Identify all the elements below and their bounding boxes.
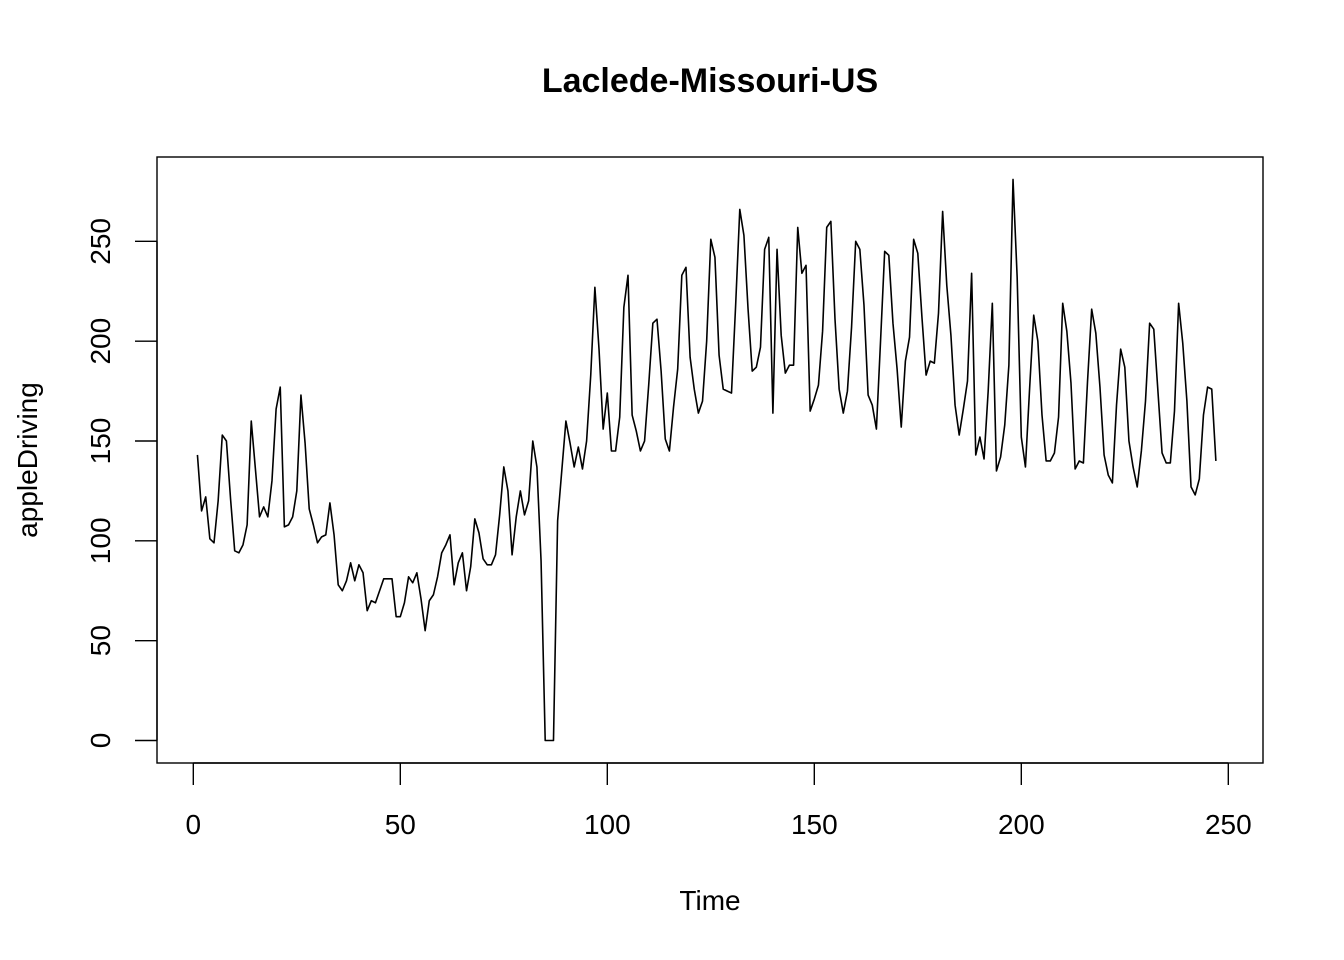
chart-title: Laclede-Missouri-US xyxy=(542,62,878,100)
y-tick-label: 100 xyxy=(85,517,116,564)
x-tick-label: 150 xyxy=(791,809,838,840)
x-axis: 0 50 100 150 200 250 xyxy=(186,762,1252,840)
y-axis-label: appleDriving xyxy=(12,382,43,538)
x-tick-label: 200 xyxy=(998,809,1045,840)
series-line xyxy=(196,178,1217,742)
y-tick-label: 200 xyxy=(85,318,116,365)
x-tick-label: 100 xyxy=(584,809,631,840)
y-tick-label: 150 xyxy=(85,418,116,465)
x-tick-label: 0 xyxy=(186,809,202,840)
y-tick-label: 250 xyxy=(85,218,116,265)
x-tick-label: 50 xyxy=(385,809,416,840)
y-axis: 0 50 100 150 200 250 xyxy=(85,218,158,749)
y-tick-label: 50 xyxy=(85,625,116,656)
x-axis-label: Time xyxy=(679,885,740,916)
y-tick-label: 0 xyxy=(85,733,116,749)
x-tick-label: 250 xyxy=(1205,809,1252,840)
